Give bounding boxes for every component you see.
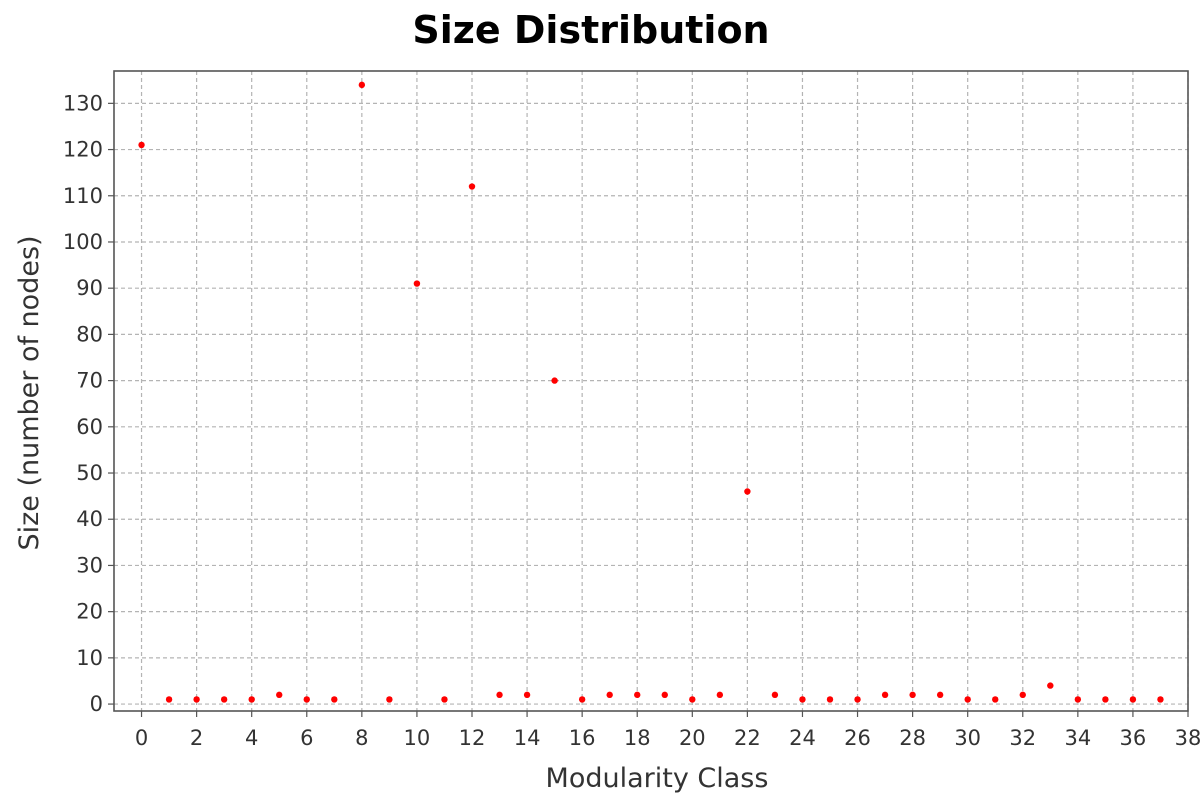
y-tick-label: 90 bbox=[76, 276, 103, 300]
y-axis-title: Size (number of nodes) bbox=[14, 235, 45, 550]
x-axis-title: Modularity Class bbox=[546, 763, 769, 794]
y-tick-label: 10 bbox=[76, 646, 103, 670]
x-tick-label: 12 bbox=[459, 726, 486, 750]
x-tick-label: 18 bbox=[624, 726, 651, 750]
x-tick-label: 30 bbox=[954, 726, 981, 750]
data-point bbox=[606, 691, 613, 699]
data-point bbox=[1157, 696, 1164, 703]
data-point bbox=[138, 141, 145, 149]
data-point bbox=[936, 691, 944, 699]
x-tick-label: 2 bbox=[190, 726, 203, 750]
data-point bbox=[276, 691, 283, 699]
y-tick-label: 50 bbox=[76, 461, 103, 485]
data-point bbox=[441, 696, 448, 703]
data-point bbox=[523, 691, 531, 699]
x-tick-label: 14 bbox=[514, 726, 541, 750]
x-tick-label: 4 bbox=[245, 726, 258, 750]
x-tick-label: 16 bbox=[569, 726, 596, 750]
data-point bbox=[220, 696, 228, 703]
x-tick-label: 38 bbox=[1175, 726, 1200, 750]
y-tick-label: 110 bbox=[63, 184, 103, 208]
data-point bbox=[992, 696, 999, 703]
y-tick-label: 0 bbox=[90, 692, 103, 716]
x-tick-label: 24 bbox=[789, 726, 816, 750]
y-tick-label: 20 bbox=[76, 600, 103, 624]
data-point bbox=[1102, 696, 1109, 703]
data-point bbox=[386, 696, 393, 703]
data-point bbox=[909, 691, 916, 699]
data-point bbox=[331, 696, 338, 703]
data-point bbox=[303, 696, 310, 703]
data-point bbox=[881, 691, 889, 699]
x-tick-label: 28 bbox=[899, 726, 926, 750]
data-point bbox=[496, 691, 503, 699]
data-point bbox=[248, 696, 255, 703]
data-point bbox=[193, 696, 200, 703]
y-tick-label: 40 bbox=[76, 507, 103, 531]
data-point bbox=[551, 377, 558, 384]
x-tick-label: 22 bbox=[734, 726, 761, 750]
data-point bbox=[744, 488, 751, 495]
data-point bbox=[578, 696, 586, 703]
y-tick-label: 130 bbox=[63, 91, 103, 115]
data-point bbox=[1047, 682, 1054, 689]
x-tick-label: 0 bbox=[135, 726, 148, 750]
data-point bbox=[1019, 691, 1026, 699]
data-point bbox=[413, 280, 421, 287]
data-point bbox=[468, 183, 476, 190]
data-point bbox=[964, 696, 971, 703]
y-tick-label: 60 bbox=[76, 415, 103, 439]
plot-border bbox=[113, 70, 1189, 712]
data-point bbox=[771, 691, 779, 699]
x-tick-label: 34 bbox=[1064, 726, 1091, 750]
x-tick-label: 6 bbox=[300, 726, 313, 750]
plot-background bbox=[114, 71, 1188, 711]
data-point bbox=[799, 696, 806, 703]
data-point bbox=[661, 691, 668, 699]
data-point bbox=[1074, 696, 1082, 703]
y-tick-label: 100 bbox=[63, 230, 103, 254]
data-point bbox=[165, 696, 173, 703]
x-tick-label: 36 bbox=[1120, 726, 1147, 750]
data-point bbox=[358, 81, 366, 89]
x-tick-label: 20 bbox=[679, 726, 706, 750]
x-tick-label: 10 bbox=[404, 726, 431, 750]
data-point bbox=[634, 691, 641, 699]
y-tick-label: 120 bbox=[63, 138, 103, 162]
data-point bbox=[826, 696, 834, 703]
data-point bbox=[689, 696, 696, 703]
data-point bbox=[716, 691, 724, 699]
data-point bbox=[1129, 696, 1137, 703]
y-tick-label: 70 bbox=[76, 369, 103, 393]
x-tick-label: 32 bbox=[1009, 726, 1036, 750]
data-point bbox=[854, 696, 861, 703]
y-tick-label: 80 bbox=[76, 322, 103, 346]
y-tick-label: 30 bbox=[76, 553, 103, 577]
chart-title: Size Distribution bbox=[412, 8, 769, 52]
x-tick-label: 8 bbox=[355, 726, 368, 750]
x-tick-label: 26 bbox=[844, 726, 871, 750]
